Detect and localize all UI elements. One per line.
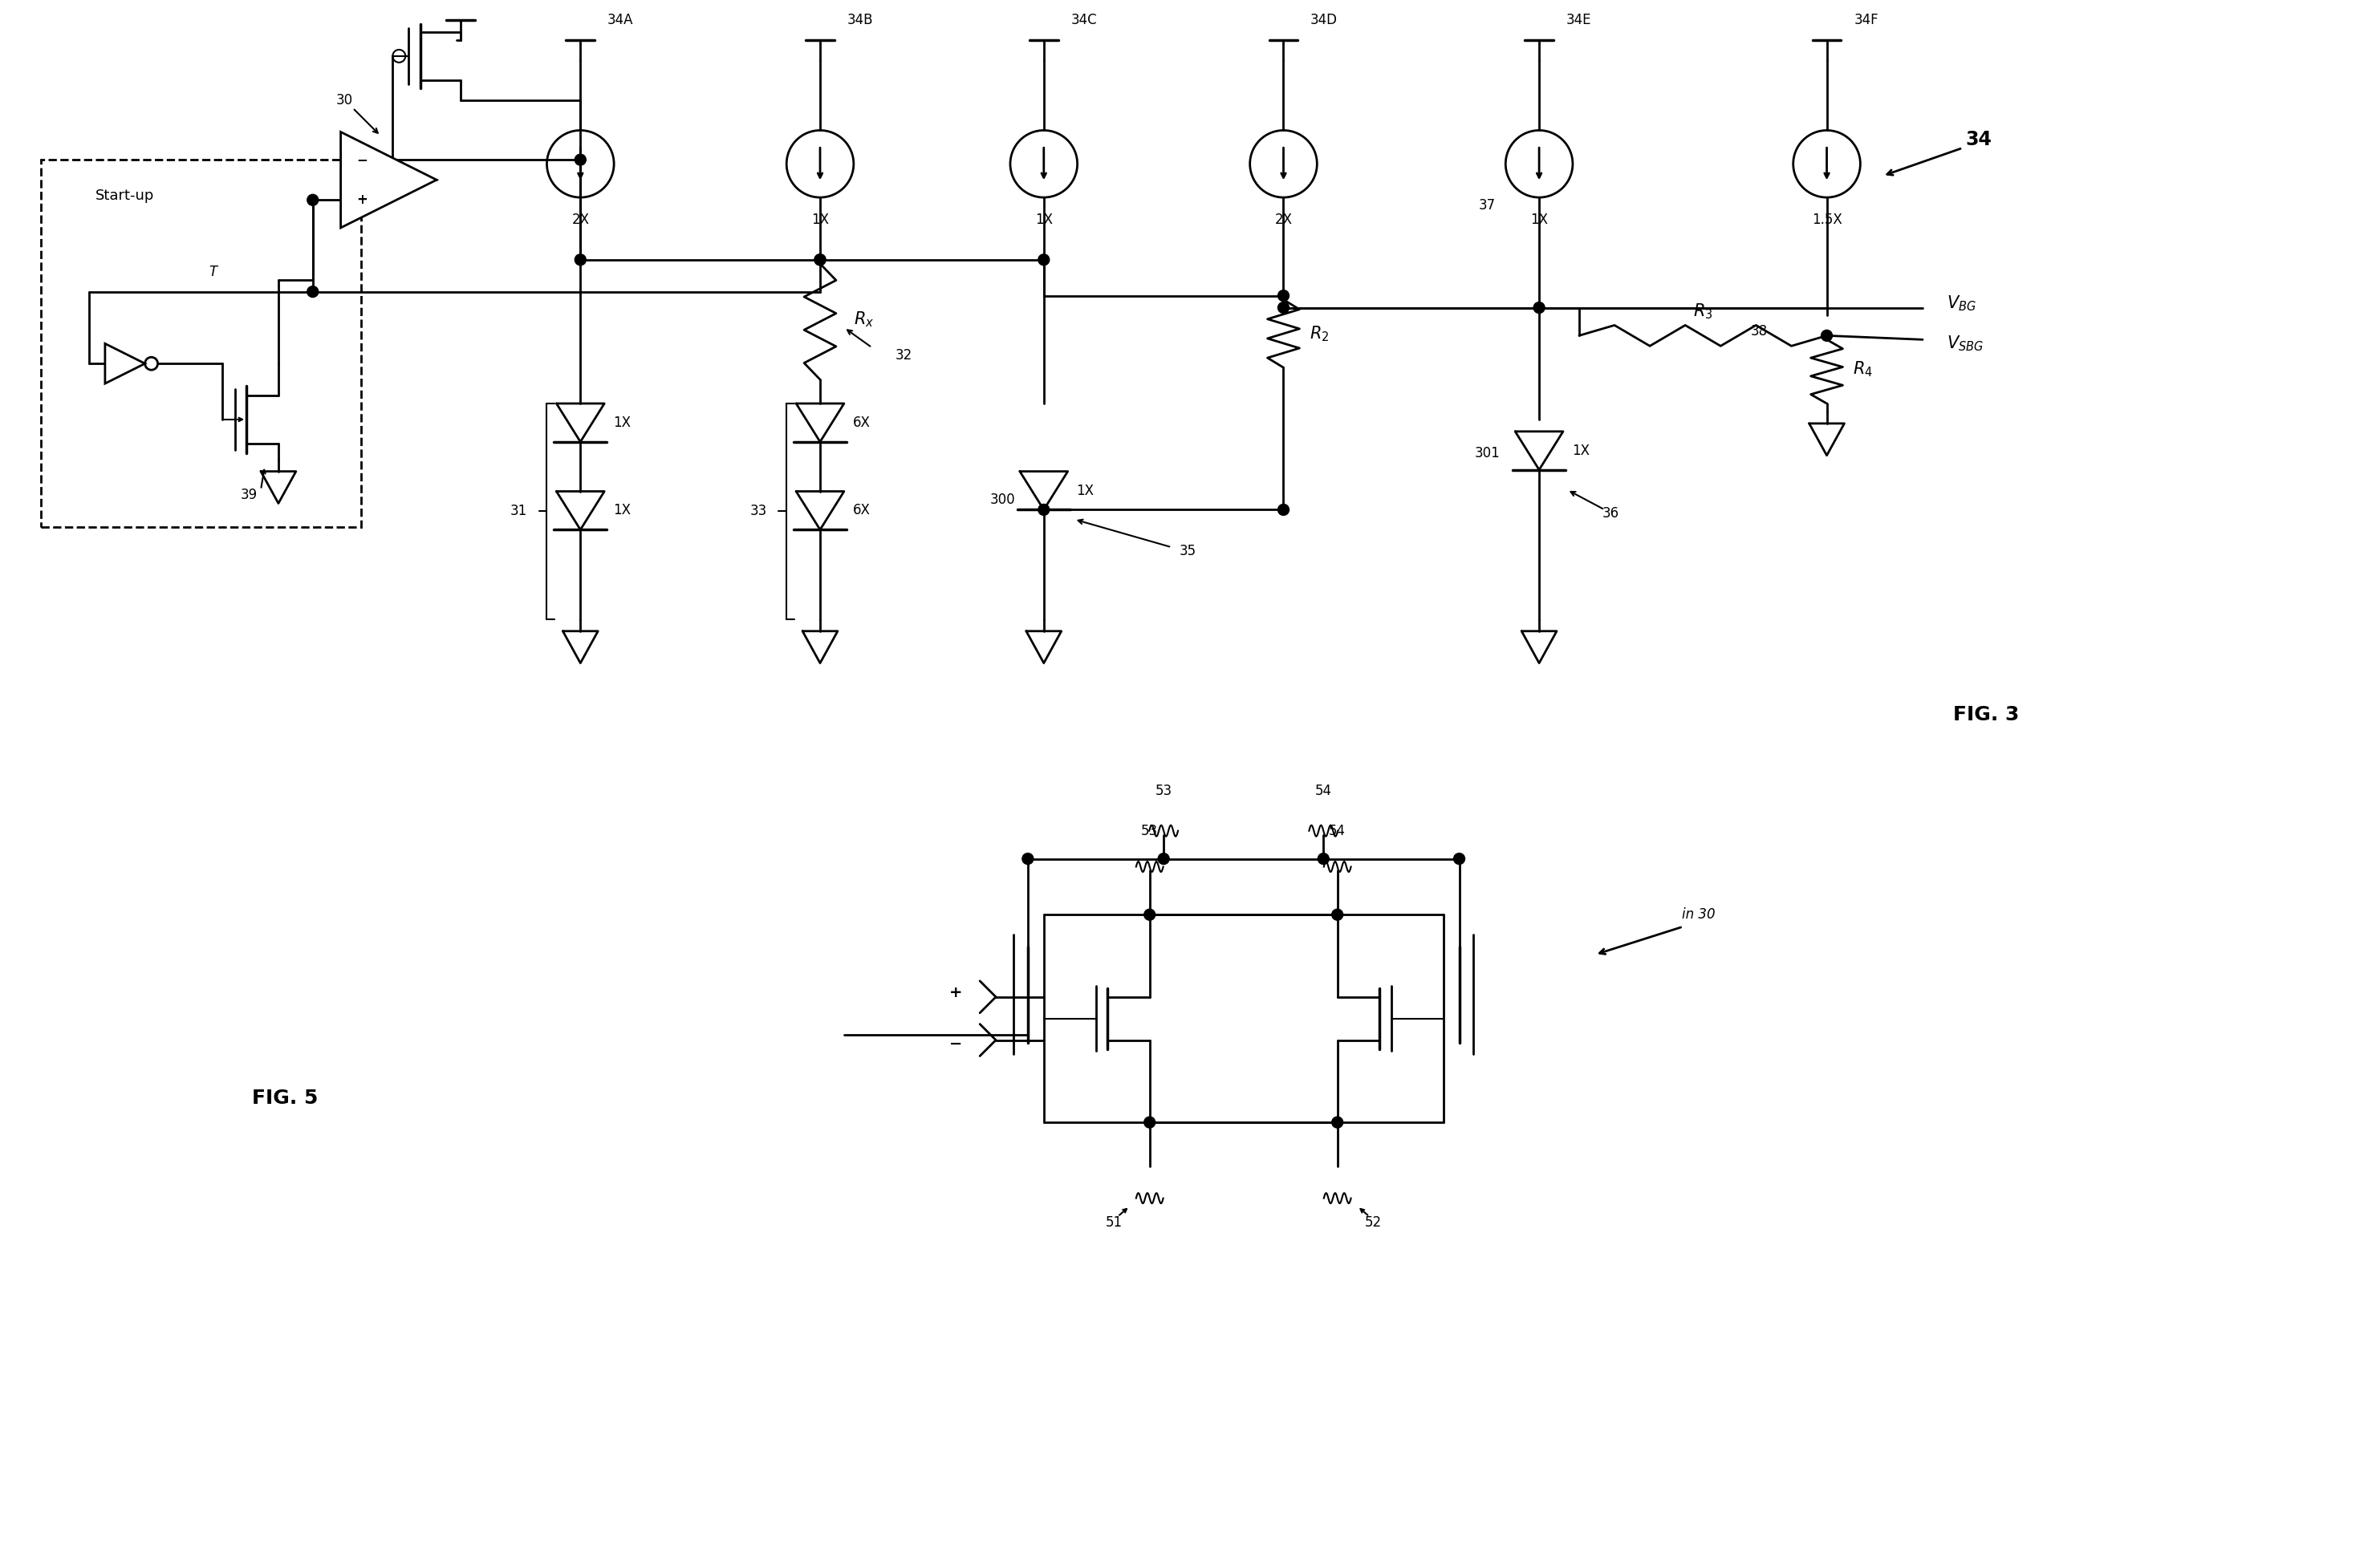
Text: 34D: 34D [1309,12,1338,28]
Text: 34C: 34C [1071,12,1097,28]
Text: 1X: 1X [1571,444,1590,458]
Text: 1X: 1X [614,504,631,518]
Circle shape [1145,1117,1154,1128]
Text: 37: 37 [1478,199,1495,213]
Text: 32: 32 [895,348,912,362]
Text: Start-up: Start-up [95,188,155,203]
Text: FIG. 5: FIG. 5 [252,1089,319,1108]
Text: 31: 31 [509,504,528,518]
Text: 1X: 1X [812,213,828,227]
Text: 54: 54 [1316,784,1333,798]
Text: T: T [209,265,217,279]
Text: 34B: 34B [847,12,873,28]
Circle shape [307,194,319,205]
Text: +: + [950,985,962,1000]
Text: 1X: 1X [1076,484,1095,498]
Text: −: − [357,153,369,166]
Circle shape [1533,302,1545,313]
Text: 2X: 2X [571,213,590,227]
Text: 51: 51 [1104,1214,1123,1230]
Text: 1X: 1X [1530,213,1547,227]
Text: 33: 33 [750,504,766,518]
Text: $V_{BG}$: $V_{BG}$ [1947,294,1975,313]
Text: 6X: 6X [852,416,871,430]
Circle shape [1159,854,1169,865]
Text: 38: 38 [1749,325,1768,339]
Text: 36: 36 [1602,507,1618,521]
Circle shape [307,287,319,297]
Circle shape [814,254,826,265]
Circle shape [1333,909,1342,920]
Text: FIG. 3: FIG. 3 [1954,706,2021,724]
Text: 1X: 1X [1035,213,1052,227]
Text: 53: 53 [1154,784,1171,798]
Circle shape [1145,909,1154,920]
Text: $R_4$: $R_4$ [1852,361,1873,379]
Polygon shape [340,133,436,228]
Text: 1.5X: 1.5X [1811,213,1842,227]
Text: 6X: 6X [852,504,871,518]
Polygon shape [105,344,145,384]
Circle shape [576,154,585,165]
Text: $R_x$: $R_x$ [854,310,873,330]
Text: $R_2$: $R_2$ [1309,324,1328,344]
Text: 53: 53 [1140,823,1159,838]
Text: 34E: 34E [1566,12,1592,28]
Circle shape [1023,854,1033,865]
Circle shape [1038,504,1050,515]
Text: in 30: in 30 [1683,908,1716,922]
Circle shape [1821,330,1833,341]
Text: +: + [357,193,369,206]
Circle shape [1038,254,1050,265]
Text: 35: 35 [1178,544,1197,558]
Text: −: − [950,1037,962,1051]
Text: 2X: 2X [1276,213,1292,227]
Circle shape [1333,1117,1342,1128]
Text: 300: 300 [990,493,1014,507]
Circle shape [1454,854,1464,865]
Text: 1X: 1X [614,416,631,430]
Circle shape [814,254,826,265]
Text: 30: 30 [336,92,352,108]
Circle shape [576,254,585,265]
Circle shape [1278,302,1290,313]
Text: 301: 301 [1476,445,1499,461]
Text: 54: 54 [1328,823,1345,838]
Text: 34: 34 [1966,131,1992,149]
Text: $R_3$: $R_3$ [1692,302,1714,321]
Circle shape [1278,504,1290,515]
Text: 52: 52 [1364,1214,1383,1230]
Text: 34A: 34A [607,12,633,28]
Circle shape [1319,854,1328,865]
Text: $V_{SBG}$: $V_{SBG}$ [1947,334,1983,353]
Circle shape [1278,290,1290,300]
Text: 39: 39 [240,488,257,502]
Text: 34F: 34F [1854,12,1878,28]
